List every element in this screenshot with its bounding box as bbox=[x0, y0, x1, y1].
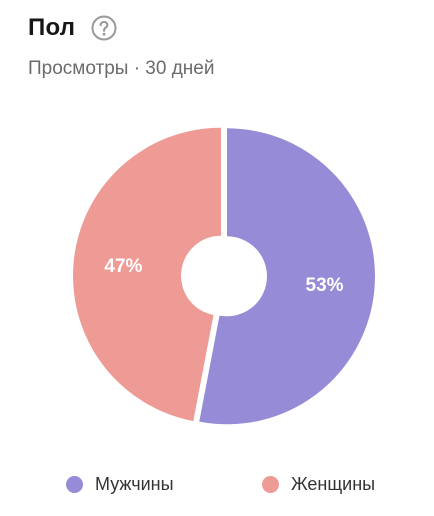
legend-item-male[interactable]: Мужчины bbox=[66, 474, 174, 495]
slice-male[interactable] bbox=[199, 128, 375, 425]
card-subtitle: Просмотры · 30 дней bbox=[28, 58, 215, 79]
slice-female[interactable] bbox=[73, 127, 222, 422]
legend-label-female: Женщины bbox=[291, 474, 376, 494]
slice-label-male: 53% bbox=[306, 275, 344, 296]
legend-swatch-male bbox=[66, 476, 83, 493]
chart-legend: Мужчины Женщины bbox=[0, 474, 434, 498]
card-title: Пол bbox=[28, 14, 76, 41]
gender-donut-chart: 53% 47% bbox=[73, 127, 375, 425]
card-header: Пол bbox=[28, 14, 117, 42]
legend-label-male: Мужчины bbox=[95, 474, 174, 494]
legend-item-female[interactable]: Женщины bbox=[262, 474, 375, 495]
question-circle-icon[interactable] bbox=[91, 15, 117, 41]
slice-label-female: 47% bbox=[104, 256, 142, 277]
legend-swatch-female bbox=[262, 476, 279, 493]
